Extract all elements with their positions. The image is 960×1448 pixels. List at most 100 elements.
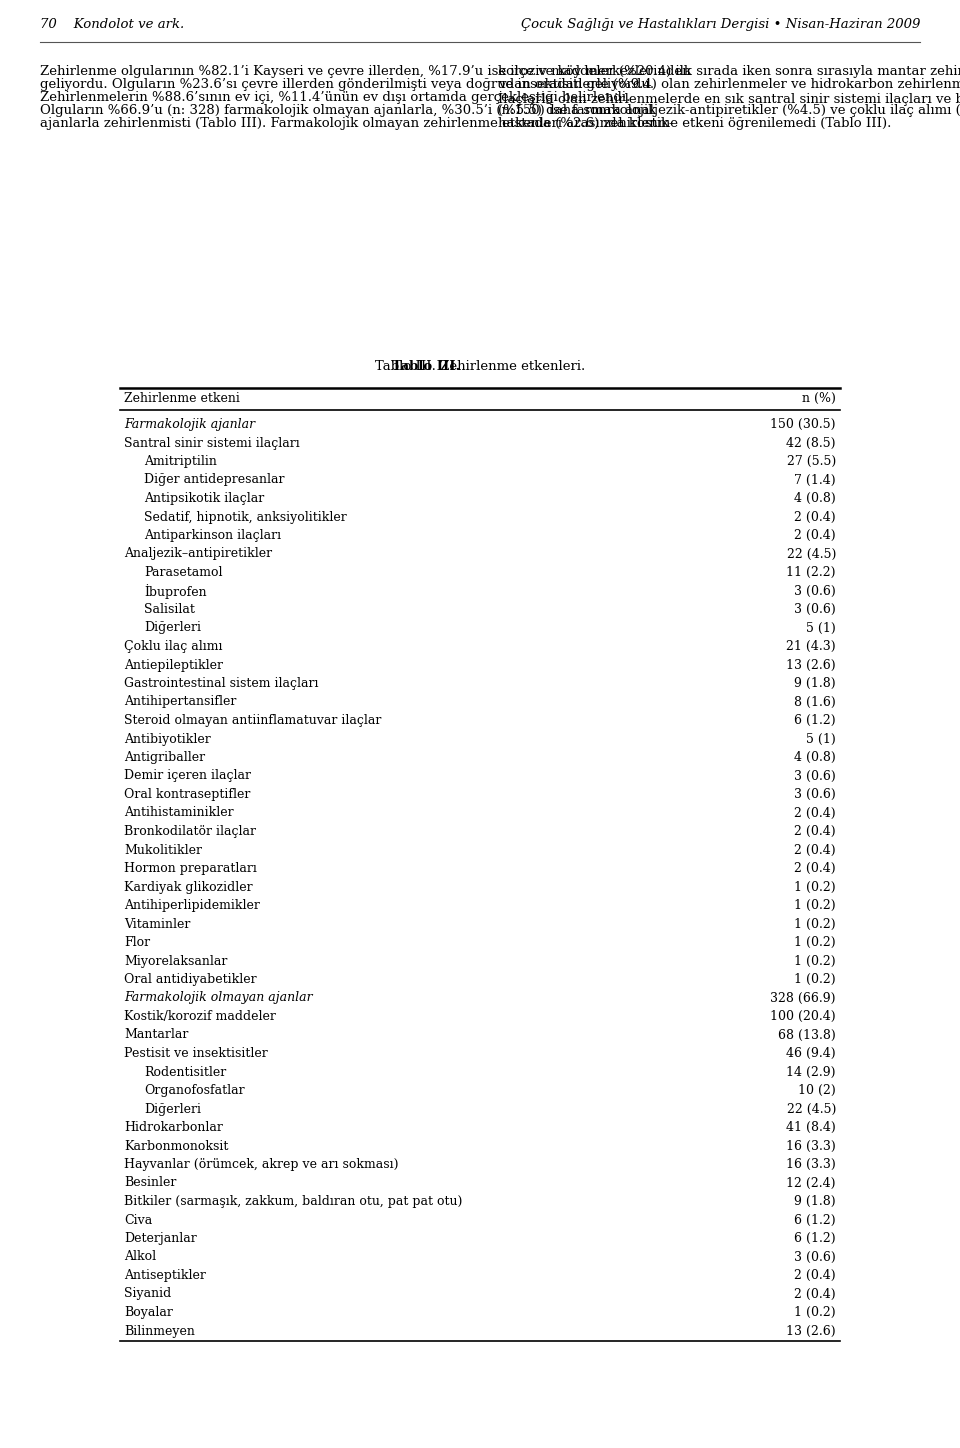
Text: Farmakolojik ajanlar: Farmakolojik ajanlar xyxy=(124,418,255,432)
Text: ajanlarla zehirlenmisti (Tablo III). Farmakolojik olmayan zehirlenme etkenleri a: ajanlarla zehirlenmisti (Tablo III). Far… xyxy=(40,117,674,130)
Text: 22 (4.5): 22 (4.5) xyxy=(786,1102,836,1115)
Text: Antiseptikler: Antiseptikler xyxy=(124,1268,205,1281)
Text: Diğer antidepresanlar: Diğer antidepresanlar xyxy=(144,473,284,487)
Text: Gastrointestinal sistem ilaçları: Gastrointestinal sistem ilaçları xyxy=(124,678,319,691)
Text: İbuprofen: İbuprofen xyxy=(144,585,206,599)
Text: 2 (0.4): 2 (0.4) xyxy=(794,807,836,820)
Text: Oral antidiyabetikler: Oral antidiyabetikler xyxy=(124,973,256,986)
Text: 1 (0.2): 1 (0.2) xyxy=(794,973,836,986)
Text: Miyorelaksanlar: Miyorelaksanlar xyxy=(124,954,228,967)
Text: Antihiperlipidemikler: Antihiperlipidemikler xyxy=(124,899,260,912)
Text: 1 (0.2): 1 (0.2) xyxy=(794,880,836,893)
Text: hastada (%2.6) zehirlenme etkeni öğrenilemedi (Tablo III).: hastada (%2.6) zehirlenme etkeni öğrenil… xyxy=(498,117,892,130)
Text: Karbonmonoksit: Karbonmonoksit xyxy=(124,1140,228,1153)
Text: 13 (2.6): 13 (2.6) xyxy=(786,659,836,672)
Text: Mantarlar: Mantarlar xyxy=(124,1028,188,1041)
Text: 1 (0.2): 1 (0.2) xyxy=(794,899,836,912)
Text: 2 (0.4): 2 (0.4) xyxy=(794,511,836,524)
Text: 2 (0.4): 2 (0.4) xyxy=(794,825,836,838)
Text: 100 (20.4): 100 (20.4) xyxy=(770,1011,836,1022)
Text: 46 (9.4): 46 (9.4) xyxy=(786,1047,836,1060)
Text: Analjezik–antipiretikler: Analjezik–antipiretikler xyxy=(124,547,272,560)
Text: Zehirlenme etkeni: Zehirlenme etkeni xyxy=(124,392,240,405)
Text: 3 (0.6): 3 (0.6) xyxy=(794,585,836,598)
Text: 5 (1): 5 (1) xyxy=(806,733,836,746)
Text: Kardiyak glikozidler: Kardiyak glikozidler xyxy=(124,880,252,893)
Text: koroziv maddeler (%20.4) ilk sırada iken sonra sırasıyla mantar zehirlenmesi (%1: koroziv maddeler (%20.4) ilk sırada iken… xyxy=(498,65,960,78)
Text: 3 (0.6): 3 (0.6) xyxy=(794,602,836,615)
Text: 1 (0.2): 1 (0.2) xyxy=(794,935,836,948)
Text: ve insektisitlerle (%9.4) olan zehirlenmeler ve hidrokarbon zehirlenmeleri (%8.4: ve insektisitlerle (%9.4) olan zehirlenm… xyxy=(498,78,960,91)
Text: Siyanid: Siyanid xyxy=(124,1287,171,1300)
Text: Steroid olmayan antiinflamatuvar ilaçlar: Steroid olmayan antiinflamatuvar ilaçlar xyxy=(124,714,381,727)
Text: Deterjanlar: Deterjanlar xyxy=(124,1232,197,1245)
Text: Rodentisitler: Rodentisitler xyxy=(144,1066,227,1079)
Text: geliyordu. Olguların %23.6’sı çevre illerden gönderilmişti veya doğrudan oradan : geliyordu. Olguların %23.6’sı çevre ille… xyxy=(40,78,654,91)
Text: 68 (13.8): 68 (13.8) xyxy=(779,1028,836,1041)
Text: Vitaminler: Vitaminler xyxy=(124,918,190,931)
Text: 11 (2.2): 11 (2.2) xyxy=(786,566,836,579)
Text: Olguların %66.9’u (n: 328) farmakolojik olmayan ajanlarla, %30.5’i (n:150) ise f: Olguların %66.9’u (n: 328) farmakolojik … xyxy=(40,104,657,117)
Text: 1 (0.2): 1 (0.2) xyxy=(794,954,836,967)
Text: 13 (2.6): 13 (2.6) xyxy=(786,1325,836,1338)
Text: 1 (0.2): 1 (0.2) xyxy=(794,1306,836,1319)
Text: 2 (0.4): 2 (0.4) xyxy=(794,1268,836,1281)
Text: 1 (0.2): 1 (0.2) xyxy=(794,918,836,931)
Text: 4 (0.8): 4 (0.8) xyxy=(794,752,836,765)
Text: Zehirlenmelerin %88.6’sının ev içi, %11.4’ünün ev dışı ortamda gerçekleştiği bel: Zehirlenmelerin %88.6’sının ev içi, %11.… xyxy=(40,91,631,104)
Text: Antiepileptikler: Antiepileptikler xyxy=(124,659,223,672)
Text: İlaçlarla olan zehirlenmelerde en sık santral sinir sistemi ilaçları ve bunlar a: İlaçlarla olan zehirlenmelerde en sık sa… xyxy=(498,91,960,106)
Text: 16 (3.3): 16 (3.3) xyxy=(786,1158,836,1171)
Text: Antibiyotikler: Antibiyotikler xyxy=(124,733,211,746)
Text: Amitriptilin: Amitriptilin xyxy=(144,455,217,468)
Text: Besinler: Besinler xyxy=(124,1176,177,1189)
Text: Flor: Flor xyxy=(124,935,150,948)
Text: Demir içeren ilaçlar: Demir içeren ilaçlar xyxy=(124,769,251,782)
Text: 6 (1.2): 6 (1.2) xyxy=(794,1232,836,1245)
Text: Bitkiler (sarmaşık, zakkum, baldıran otu, pat pat otu): Bitkiler (sarmaşık, zakkum, baldıran otu… xyxy=(124,1195,463,1208)
Text: 27 (5.5): 27 (5.5) xyxy=(787,455,836,468)
Text: Kostik/korozif maddeler: Kostik/korozif maddeler xyxy=(124,1011,276,1022)
Text: 328 (66.9): 328 (66.9) xyxy=(771,992,836,1005)
Text: Boyalar: Boyalar xyxy=(124,1306,173,1319)
Text: 6 (1.2): 6 (1.2) xyxy=(794,1213,836,1226)
Text: 42 (8.5): 42 (8.5) xyxy=(786,436,836,449)
Text: Tablo III. Zehirlenme etkenleri.: Tablo III. Zehirlenme etkenleri. xyxy=(374,361,586,374)
Text: Hidrokarbonlar: Hidrokarbonlar xyxy=(124,1121,223,1134)
Text: Zehirlenme olgularının %82.1’i Kayseri ve çevre illerden, %17.9’u ise ilçe ve kö: Zehirlenme olgularının %82.1’i Kayseri v… xyxy=(40,65,690,78)
Text: Salisilat: Salisilat xyxy=(144,602,195,615)
Text: Oral kontraseptifler: Oral kontraseptifler xyxy=(124,788,251,801)
Text: 2 (0.4): 2 (0.4) xyxy=(794,862,836,875)
Text: 8 (1.6): 8 (1.6) xyxy=(794,695,836,708)
Text: Civa: Civa xyxy=(124,1213,153,1226)
Text: 5 (1): 5 (1) xyxy=(806,621,836,634)
Text: Alkol: Alkol xyxy=(124,1251,156,1264)
Text: Diğerleri: Diğerleri xyxy=(144,621,201,634)
Text: 9 (1.8): 9 (1.8) xyxy=(794,1195,836,1208)
Text: Bronkodilatör ilaçlar: Bronkodilatör ilaçlar xyxy=(124,825,256,838)
Text: 2 (0.4): 2 (0.4) xyxy=(794,844,836,857)
Text: 3 (0.6): 3 (0.6) xyxy=(794,769,836,782)
Text: Mukolitikler: Mukolitikler xyxy=(124,844,202,857)
Text: 4 (0.8): 4 (0.8) xyxy=(794,492,836,505)
Text: 6 (1.2): 6 (1.2) xyxy=(794,714,836,727)
Text: Parasetamol: Parasetamol xyxy=(144,566,223,579)
Text: Çoklu ilaç alımı: Çoklu ilaç alımı xyxy=(124,640,223,653)
Text: Hormon preparatları: Hormon preparatları xyxy=(124,862,257,875)
Text: 14 (2.9): 14 (2.9) xyxy=(786,1066,836,1079)
Text: 21 (4.3): 21 (4.3) xyxy=(786,640,836,653)
Text: n (%): n (%) xyxy=(803,392,836,405)
Text: 3 (0.6): 3 (0.6) xyxy=(794,788,836,801)
Text: Antipsikotik ilaçlar: Antipsikotik ilaçlar xyxy=(144,492,264,505)
Text: 2 (0.4): 2 (0.4) xyxy=(794,1287,836,1300)
Text: 7 (1.4): 7 (1.4) xyxy=(794,473,836,487)
Text: 2 (0.4): 2 (0.4) xyxy=(794,529,836,542)
Text: Organofosfatlar: Organofosfatlar xyxy=(144,1085,245,1098)
Text: Çocuk Sağlığı ve Hastalıkları Dergisi • Nisan-Haziran 2009: Çocuk Sağlığı ve Hastalıkları Dergisi • … xyxy=(520,17,920,30)
Text: 16 (3.3): 16 (3.3) xyxy=(786,1140,836,1153)
Text: Pestisit ve insektisitler: Pestisit ve insektisitler xyxy=(124,1047,268,1060)
Text: Hayvanlar (örümcek, akrep ve arı sokması): Hayvanlar (örümcek, akrep ve arı sokması… xyxy=(124,1158,398,1171)
Text: 12 (2.4): 12 (2.4) xyxy=(786,1176,836,1189)
Text: Antihistaminikler: Antihistaminikler xyxy=(124,807,233,820)
Text: 150 (30.5): 150 (30.5) xyxy=(771,418,836,432)
